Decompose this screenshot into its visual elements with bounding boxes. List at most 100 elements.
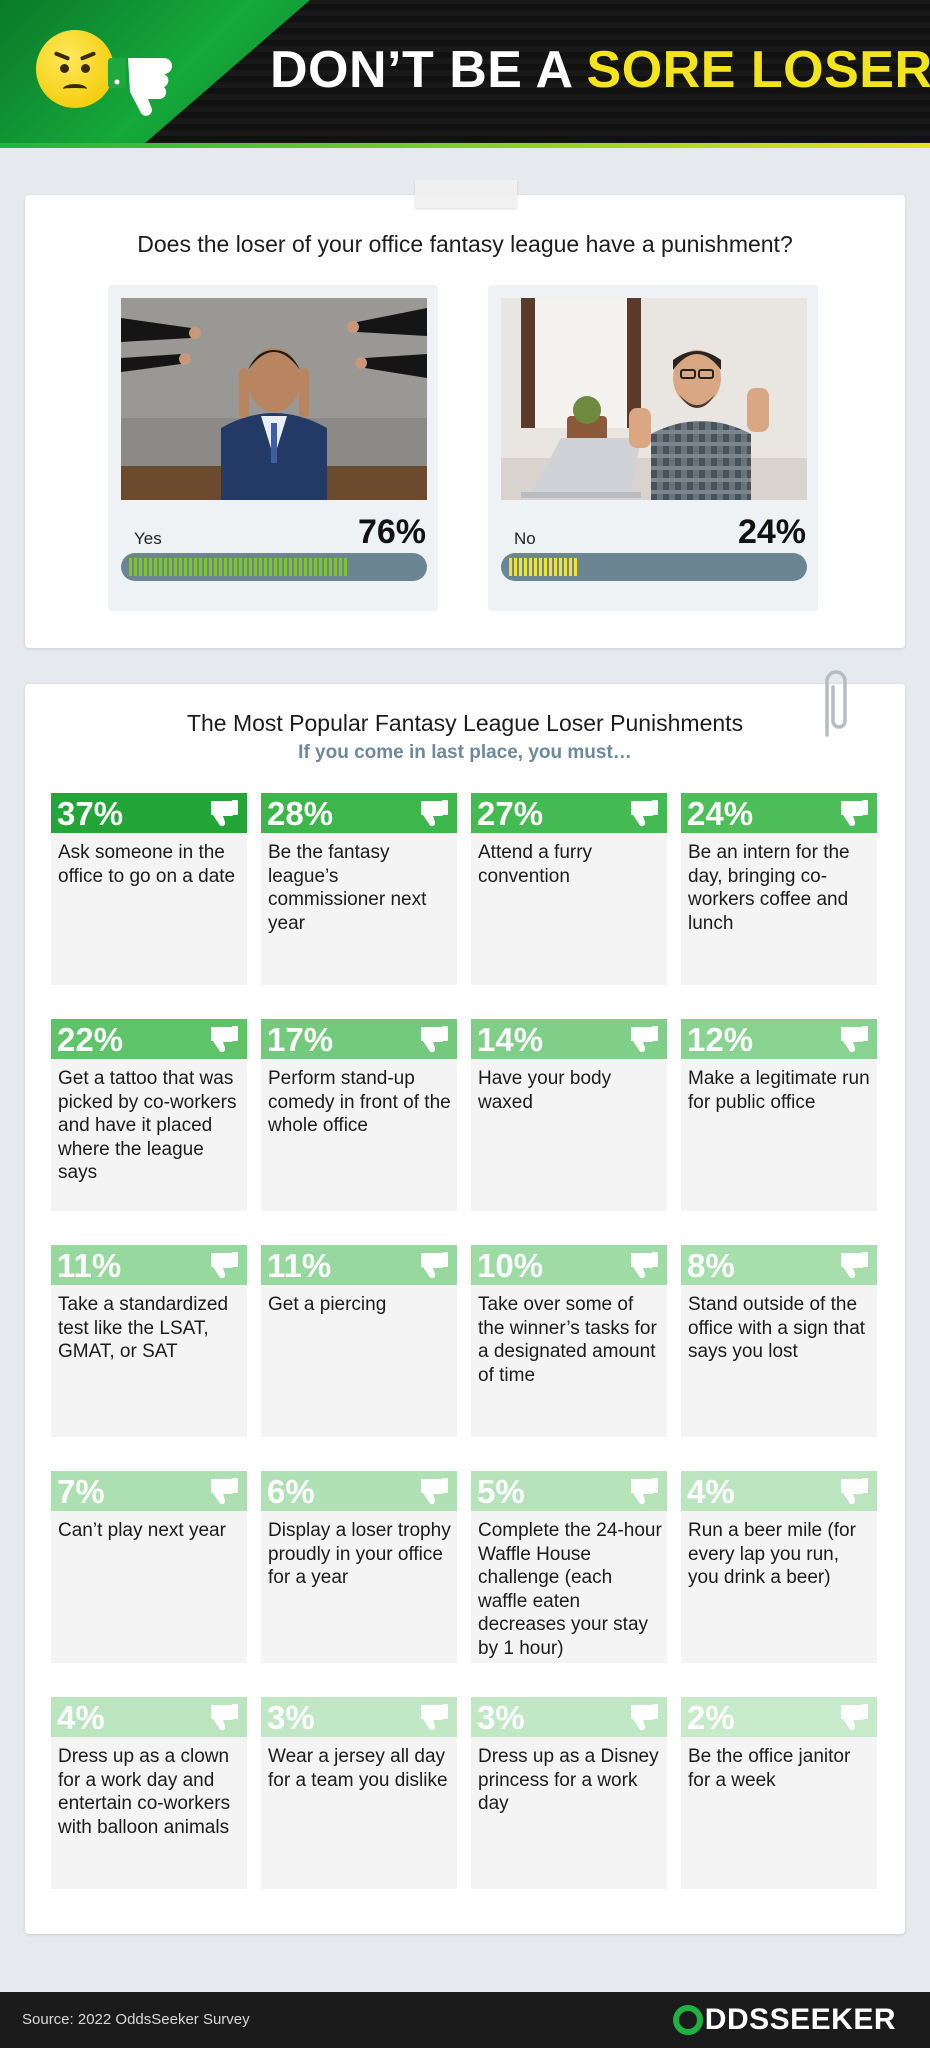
punishments-card: The Most Popular Fantasy League Loser Pu… [25, 684, 905, 1934]
poll-question: Does the loser of your office fantasy le… [137, 231, 793, 257]
thumbs-down-icon [211, 1478, 238, 1505]
punishment-text: Run a beer mile (for every lap you run, … [688, 1520, 856, 1588]
punishment-percent: 17% [267, 1021, 334, 1058]
poll-no-bar [501, 553, 807, 581]
punishment-tile: 4% Run a beer mile (for every lap you run… [681, 1471, 877, 1663]
punishments-grid: 37% Ask someone in the office to go on a … [51, 793, 879, 1903]
title-main: DON’T BE A [270, 41, 587, 99]
punishment-tile-header: 8% [681, 1245, 877, 1285]
logo-o-mark [672, 2005, 703, 2035]
poll-no-label: No [514, 529, 536, 548]
thumbs-down-icon [421, 800, 448, 827]
punishment-tile-header: 4% [51, 1697, 247, 1737]
thumbs-down-icon [421, 1704, 448, 1731]
tape-decoration [415, 180, 517, 208]
punishment-tile-header: 11% [261, 1245, 457, 1285]
poll-card: Does the loser of your office fantasy le… [25, 195, 905, 648]
poll-yes-bar [121, 553, 427, 581]
header-banner: DON’T BE A SORE LOSER [0, 0, 930, 148]
poll-option-no: No 24% [488, 285, 818, 611]
punishment-tile: 11% Take a standardized test like the LSA… [51, 1245, 247, 1437]
thumbs-down-icon [211, 800, 238, 827]
punishment-tile: 11% Get a piercing [261, 1245, 457, 1437]
header-accent-line [0, 143, 930, 148]
punishment-tile-header: 2% [681, 1697, 877, 1737]
punishment-tile: 22% Get a tattoo that was picked by co-wo… [51, 1019, 247, 1211]
punishment-percent: 12% [687, 1021, 754, 1058]
punishment-percent: 7% [57, 1473, 105, 1510]
thumbs-down-icon [841, 1252, 868, 1279]
thumbs-down-icon [841, 1478, 868, 1505]
thumbs-down-icon [108, 58, 172, 116]
punishment-tile: 27% Attend a furry convention [471, 793, 667, 985]
punishment-text: Dress up as a Disney princess for a work… [478, 1746, 659, 1814]
punishment-percent: 3% [267, 1699, 315, 1736]
thumbs-down-icon [211, 1026, 238, 1053]
punishment-text: Make a legitimate run for public office [688, 1068, 870, 1113]
poll-no-percent: 24% [737, 513, 806, 551]
punishment-text: Get a piercing [268, 1294, 387, 1315]
punishment-tile: 8% Stand outside of the office with a sig… [681, 1245, 877, 1437]
punishment-tile-header: 3% [261, 1697, 457, 1737]
punishment-text: Be the office janitor for a week [688, 1746, 851, 1791]
punishment-tile-header: 7% [51, 1471, 247, 1511]
thumbs-down-icon [841, 800, 868, 827]
punishment-tile-header: 3% [471, 1697, 667, 1737]
punishment-percent: 28% [267, 795, 334, 832]
punishments-subtitle: If you come in last place, you must… [298, 742, 632, 763]
punishments-title: The Most Popular Fantasy League Loser Pu… [186, 710, 744, 736]
thumbs-down-icon [211, 1252, 238, 1279]
poll-yes-bar-fill [129, 558, 349, 576]
punishment-text: Can’t play next year [58, 1520, 226, 1541]
punishment-tile: 28% Be the fantasy league’s commissioner … [261, 793, 457, 985]
punishment-tile-header: 22% [51, 1019, 247, 1059]
punishment-text: Stand outside of the office with a sign … [688, 1294, 866, 1362]
thumbs-down-icon [631, 1252, 658, 1279]
punishment-tile-header: 24% [681, 793, 877, 833]
punishment-percent: 10% [477, 1247, 544, 1284]
thumbs-down-icon [211, 1704, 238, 1731]
punishment-percent: 22% [57, 1021, 124, 1058]
thumbs-down-icon [631, 1026, 658, 1053]
punishment-percent: 27% [477, 795, 544, 832]
punishment-percent: 5% [477, 1473, 525, 1510]
punishment-percent: 2% [687, 1699, 735, 1736]
thumbs-down-icon [421, 1478, 448, 1505]
title-highlight: SORE LOSER [586, 41, 930, 99]
punishment-text: Ask someone in the office to go on a dat… [58, 842, 236, 887]
punishment-percent: 11% [267, 1247, 332, 1284]
punishment-tile: 37% Ask someone in the office to go on a … [51, 793, 247, 985]
punishment-percent: 6% [267, 1473, 315, 1510]
punishment-tile: 3% Dress up as a Disney princess for a wo… [471, 1697, 667, 1889]
punishment-tile-header: 14% [471, 1019, 667, 1059]
punishment-tile: 4% Dress up as a clown for a work day and… [51, 1697, 247, 1889]
punishment-tile-header: 10% [471, 1245, 667, 1285]
poll-yes-percent: 76% [357, 513, 426, 551]
punishment-text: Dress up as a clown for a work day and e… [58, 1746, 231, 1838]
punishment-tile-header: 17% [261, 1019, 457, 1059]
punishment-tile-header: 6% [261, 1471, 457, 1511]
thumbs-down-icon [421, 1252, 448, 1279]
punishment-text: Perform stand-up comedy in front of the … [268, 1068, 451, 1136]
punishment-percent: 14% [477, 1021, 544, 1058]
punishment-tile: 24% Be an intern for the day, bringing co… [681, 793, 877, 985]
punishment-percent: 3% [477, 1699, 525, 1736]
punishment-tile: 7% Can’t play next year [51, 1471, 247, 1663]
punishment-percent: 8% [687, 1247, 735, 1284]
poll-yes-label: Yes [134, 529, 162, 548]
punishment-percent: 24% [687, 795, 754, 832]
punishment-tile: 3% Wear a jersey all day for a team you d… [261, 1697, 457, 1889]
punishment-text: Get a tattoo that was picked by co-worke… [58, 1068, 237, 1183]
punishment-tile: 14% Have your body waxed [471, 1019, 667, 1211]
punishment-text: Complete the 24-hour Waffle House challe… [478, 1520, 662, 1659]
happy-man-laptop-photo [501, 298, 807, 500]
punishment-text: Display a loser trophy proudly in your o… [268, 1520, 451, 1588]
stressed-businessman-photo [121, 298, 427, 500]
page-title: DON’T BE A SORE LOSER [270, 40, 930, 100]
source-note: Source: 2022 OddsSeeker Survey [22, 2011, 250, 2028]
poll-option-yes: Yes 76% [108, 285, 438, 611]
punishment-tile-header: 5% [471, 1471, 667, 1511]
punishment-text: Attend a furry convention [478, 842, 593, 887]
punishment-tile: 17% Perform stand-up comedy in front of t… [261, 1019, 457, 1211]
thumbs-down-icon [631, 800, 658, 827]
